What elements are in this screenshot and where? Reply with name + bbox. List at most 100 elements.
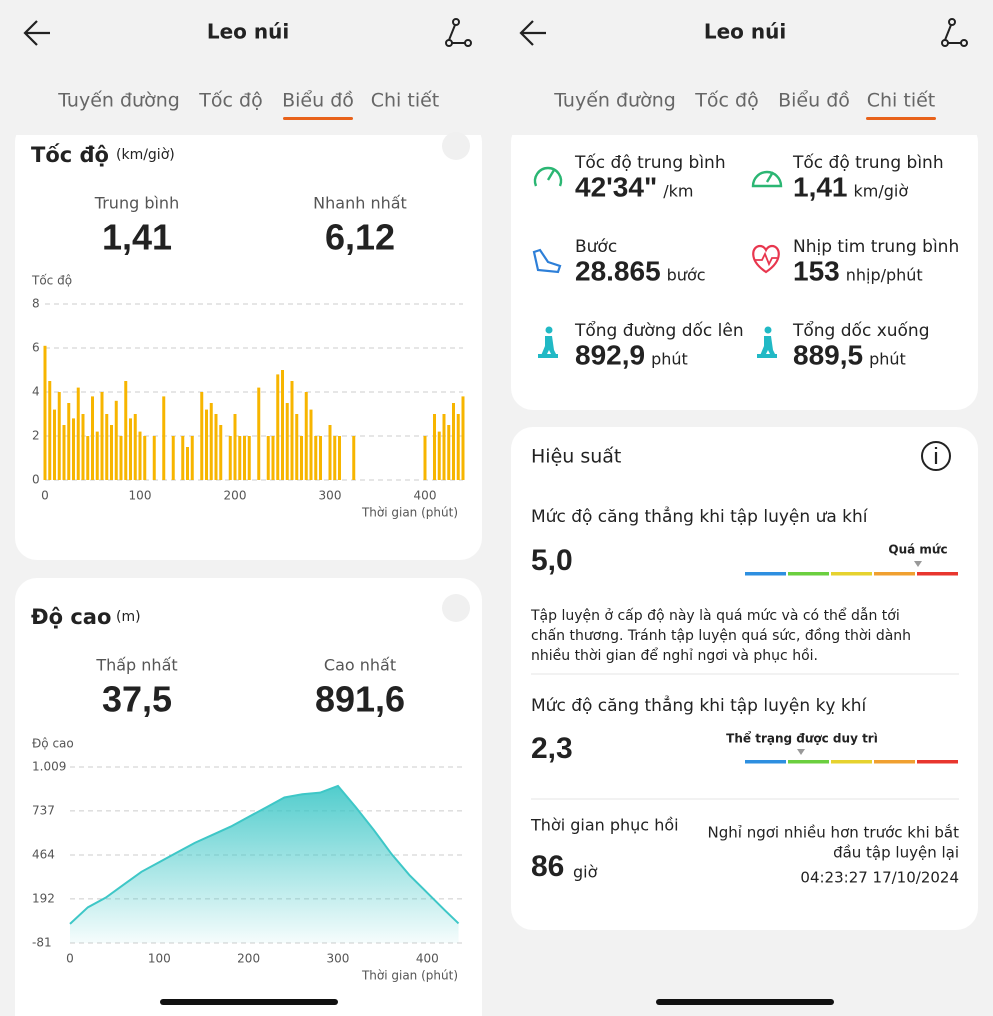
- tab[interactable]: Tốc độ: [694, 90, 758, 112]
- back-button[interactable]: [519, 20, 546, 46]
- y-tick-label: 0: [32, 473, 40, 487]
- stat-label: Trung bình: [94, 194, 179, 213]
- bar: [300, 436, 303, 480]
- metric-label: Mức độ căng thẳng khi tập luyện ưa khí: [531, 506, 869, 527]
- metric-unit: nhịp/phút: [846, 266, 923, 285]
- recovery-note: đầu tập luyện lại: [833, 844, 959, 862]
- metric-value: 86: [531, 850, 564, 883]
- bar: [295, 414, 299, 480]
- bar: [281, 370, 284, 480]
- bar: [314, 436, 318, 480]
- stat-label: Cao nhất: [324, 656, 396, 675]
- tab[interactable]: Tốc độ: [198, 90, 262, 112]
- bar: [352, 436, 356, 480]
- scale-segment: [874, 760, 915, 764]
- bar: [276, 374, 280, 480]
- tab[interactable]: Tuyến đường: [57, 90, 180, 112]
- expand-button[interactable]: [442, 132, 470, 160]
- speed-icon: [751, 170, 783, 188]
- scale-segment: [788, 760, 829, 764]
- scale-segment: [917, 760, 958, 764]
- card-title: Độ cao: [31, 605, 111, 629]
- bar: [110, 425, 113, 480]
- stat-value: 37,5: [102, 679, 172, 720]
- scale-segment: [874, 572, 915, 576]
- tab-underline: [283, 117, 353, 120]
- metric-label: Tốc độ trung bình: [574, 152, 726, 173]
- metric-value: 153: [793, 255, 840, 286]
- card-unit: (km/giờ): [116, 147, 175, 163]
- metric-label: Bước: [575, 237, 617, 257]
- x-axis-label: Thời gian (phút): [361, 506, 458, 520]
- metric-unit: phút: [651, 350, 688, 369]
- bar: [181, 436, 185, 480]
- tab[interactable]: Chi tiết: [371, 90, 440, 112]
- metric-value: 5,0: [531, 544, 573, 577]
- stat-value: 891,6: [315, 679, 405, 720]
- area-line: [69, 784, 460, 925]
- bar: [138, 431, 142, 480]
- x-tick-label: 200: [224, 489, 247, 503]
- bar: [100, 392, 104, 480]
- bar: [243, 436, 246, 480]
- bar: [72, 418, 75, 480]
- bar: [143, 436, 147, 480]
- tab[interactable]: Tuyến đường: [553, 90, 676, 112]
- metric-value: 28.865: [575, 255, 661, 286]
- expand-button[interactable]: [442, 594, 470, 622]
- route-button[interactable]: [445, 18, 472, 47]
- tab[interactable]: Biểu đồ: [778, 90, 850, 112]
- heart-icon: [752, 244, 780, 274]
- bar: [442, 414, 446, 480]
- bar: [152, 436, 156, 480]
- hiker-icon: [538, 326, 558, 358]
- scale-segment: [745, 572, 786, 576]
- metric-unit: bước: [667, 266, 706, 285]
- tab[interactable]: Biểu đồ: [282, 90, 354, 112]
- bar: [205, 409, 208, 480]
- level-label: Quá mức: [888, 543, 947, 557]
- recovery-note: Nghỉ ngơi nhiều hơn trước khi bắt: [708, 824, 960, 842]
- recovery-date: 04:23:27 17/10/2024: [800, 869, 959, 887]
- bar: [266, 436, 270, 480]
- y-axis-label: Độ cao: [32, 737, 74, 751]
- bar: [162, 396, 166, 480]
- metric-label: Mức độ căng thẳng khi tập luyện kỵ khí: [531, 695, 867, 716]
- bar: [461, 396, 465, 480]
- scale-segment: [788, 572, 829, 576]
- stat-label: Thấp nhất: [95, 656, 177, 675]
- bar: [114, 400, 118, 480]
- info-button[interactable]: [921, 441, 951, 471]
- bar: [86, 436, 90, 480]
- metric-unit: giờ: [573, 863, 598, 882]
- metric-value: 42'34": [575, 171, 657, 202]
- metric-value: 1,41: [793, 171, 848, 202]
- metric-unit: phút: [869, 350, 906, 369]
- route-button[interactable]: [941, 18, 968, 47]
- bar: [290, 381, 294, 480]
- bar: [48, 381, 52, 480]
- bar: [447, 425, 451, 480]
- bar: [57, 392, 61, 480]
- bar: [171, 436, 175, 480]
- metric-label: Tổng đường dốc lên: [574, 320, 744, 341]
- bar: [271, 436, 275, 480]
- y-tick-label: 1.009: [32, 760, 66, 774]
- x-tick-label: 400: [414, 489, 437, 503]
- bar: [186, 447, 189, 480]
- y-tick-label: 192: [32, 891, 55, 905]
- back-button[interactable]: [23, 20, 50, 46]
- bar: [209, 403, 213, 480]
- bar: [328, 425, 332, 480]
- bar: [91, 396, 94, 480]
- header-title: Leo núi: [704, 20, 786, 44]
- x-tick-label: 300: [327, 952, 350, 966]
- speed-icon: [533, 166, 563, 187]
- card-title: Tốc độ: [31, 143, 109, 167]
- y-tick-label: -81: [32, 936, 52, 950]
- tab[interactable]: Chi tiết: [867, 90, 936, 112]
- description-line: Tập luyện ở cấp độ này là quá mức và có …: [530, 607, 900, 624]
- tab-underline: [866, 117, 936, 120]
- stat-label: Nhanh nhất: [313, 194, 407, 213]
- bar: [319, 436, 322, 480]
